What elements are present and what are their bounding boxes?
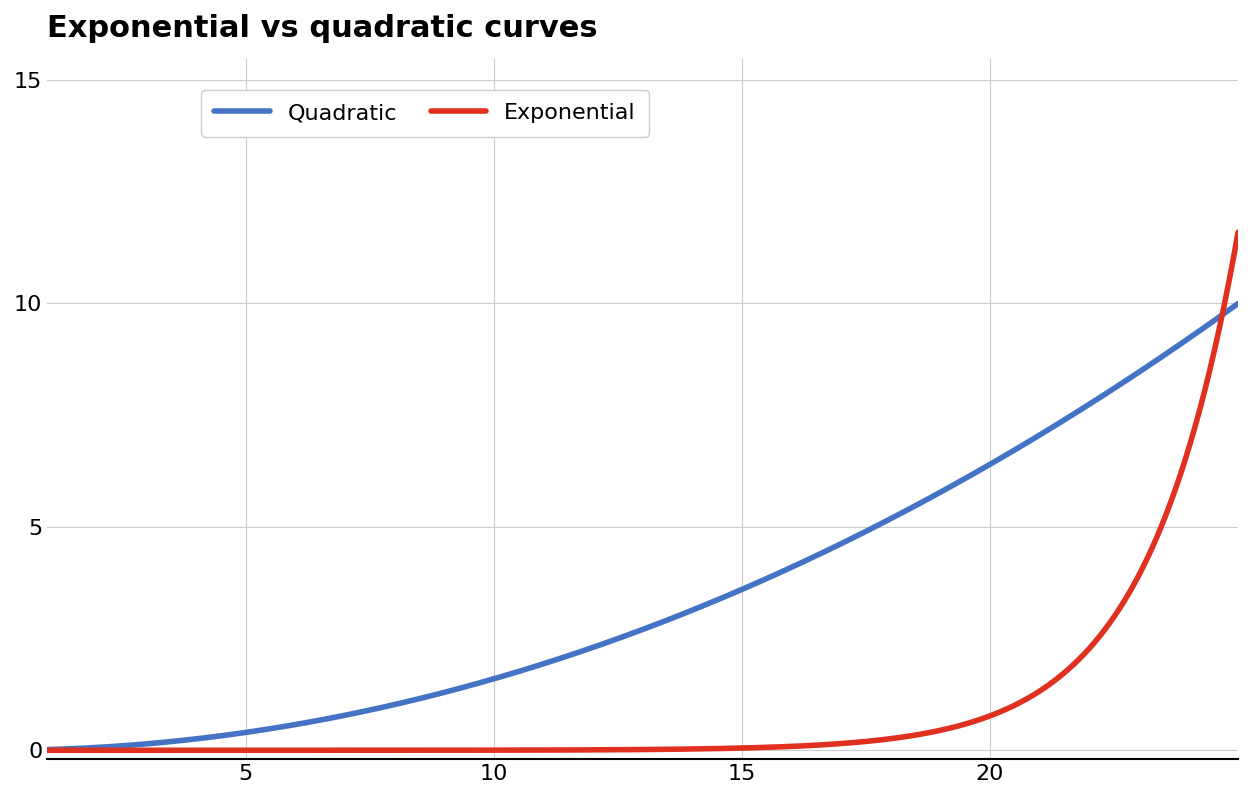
Line: Quadratic: Quadratic <box>48 303 1238 749</box>
Quadratic <box>40 745 55 754</box>
Quadratic <box>100 742 115 752</box>
Exponential <box>1196 393 1211 402</box>
Line: Exponential: Exponential <box>48 232 1238 750</box>
Exponential <box>40 745 55 755</box>
Exponential <box>587 745 602 755</box>
Quadratic <box>618 630 634 640</box>
Exponential <box>618 745 634 754</box>
Quadratic <box>1196 324 1211 334</box>
Exponential <box>978 713 993 722</box>
Exponential <box>1231 227 1246 237</box>
Quadratic <box>587 642 602 652</box>
Exponential <box>1196 390 1211 400</box>
Quadratic <box>1231 298 1246 308</box>
Quadratic <box>1196 323 1211 333</box>
Quadratic <box>978 463 993 472</box>
Legend: Quadratic, Exponential: Quadratic, Exponential <box>202 90 649 136</box>
Text: Exponential vs quadratic curves: Exponential vs quadratic curves <box>48 14 597 43</box>
Exponential <box>100 745 115 755</box>
